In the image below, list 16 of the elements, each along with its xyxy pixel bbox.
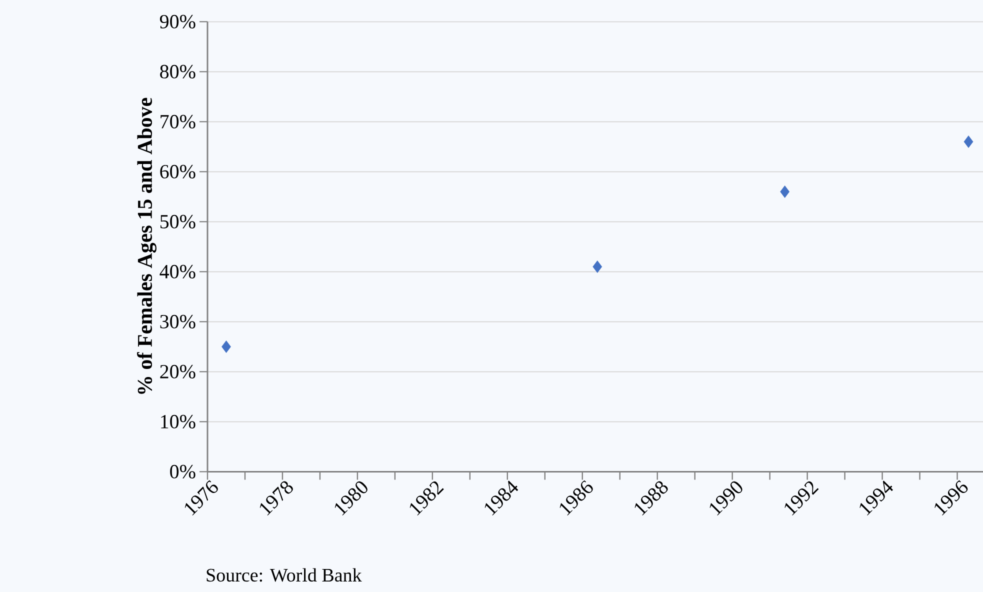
y-tick-label: 70% bbox=[160, 114, 196, 128]
point bbox=[592, 260, 602, 273]
y-tick-label: 80% bbox=[160, 64, 196, 78]
y-tick-label: 30% bbox=[160, 314, 196, 328]
y-tick-label: 20% bbox=[160, 364, 196, 378]
point bbox=[780, 185, 790, 198]
y-tick-label: 60% bbox=[160, 164, 196, 178]
source-note: Source: World Bank bbox=[206, 568, 362, 582]
y-tick-label: 90% bbox=[160, 14, 196, 28]
y-tick-label: 0% bbox=[170, 464, 196, 478]
y-axis-title: % of Females Ages 15 and Above bbox=[137, 98, 156, 394]
point bbox=[964, 136, 974, 148]
y-tick-label: 40% bbox=[160, 264, 196, 278]
y-tick-label: 50% bbox=[160, 214, 196, 228]
point bbox=[222, 340, 231, 353]
y-tick-label: 10% bbox=[161, 414, 196, 428]
